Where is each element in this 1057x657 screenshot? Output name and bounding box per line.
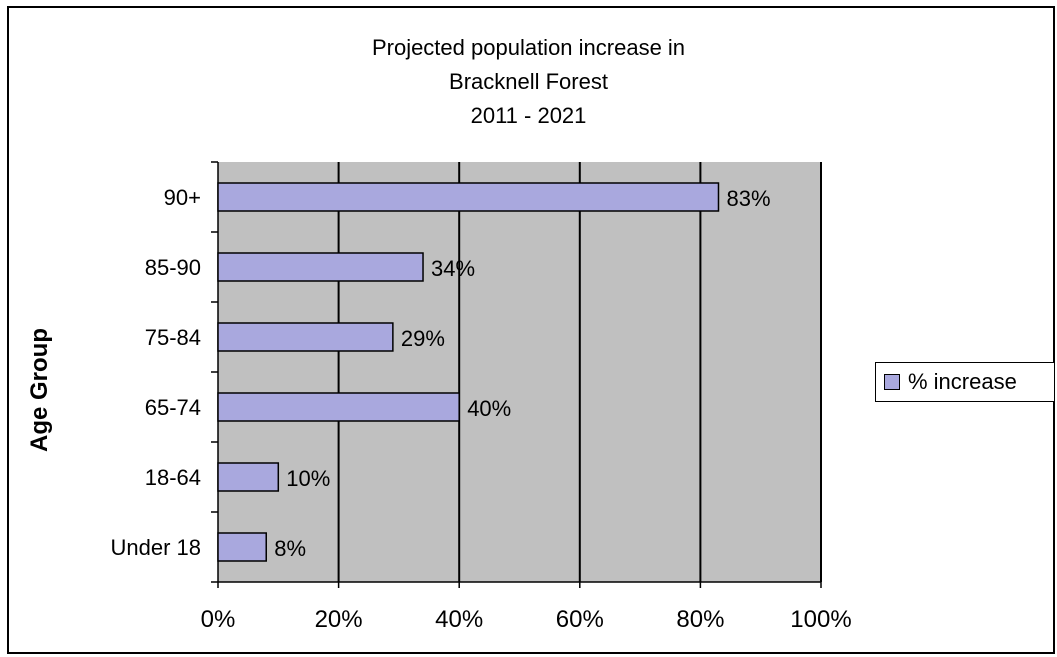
x-tick-label: 0%: [201, 606, 236, 633]
chart-title-line-1: Projected population increase in: [371, 35, 686, 60]
y-tick-label: 18-64: [145, 465, 201, 490]
data-label: 8%: [274, 536, 306, 561]
x-tick-label: 20%: [315, 606, 363, 633]
x-tick-label: 60%: [556, 606, 604, 633]
legend-swatch: [884, 374, 900, 390]
bar: [217, 182, 720, 212]
x-tick-label: 100%: [790, 606, 851, 633]
bar: [217, 392, 460, 422]
x-tick-label: 80%: [676, 606, 724, 633]
x-tick-label: 40%: [435, 606, 483, 633]
data-label: 40%: [467, 396, 511, 421]
data-label: 83%: [726, 186, 770, 211]
data-label: 34%: [431, 256, 475, 281]
y-tick-label: 90+: [164, 185, 201, 210]
bar: [217, 252, 424, 282]
legend: % increase: [875, 362, 1055, 402]
y-tick-label: Under 18: [110, 535, 201, 560]
y-tick-label: 85-90: [145, 255, 201, 280]
bar: [217, 322, 394, 352]
y-tick-label: 65-74: [145, 395, 201, 420]
data-label: 29%: [401, 326, 445, 351]
chart-title-line-2: Bracknell Forest: [449, 69, 608, 94]
bar: [217, 532, 267, 562]
chart-title-line-3: 2011 - 2021: [470, 103, 587, 128]
plot-area: [218, 162, 821, 582]
legend-label: % increase: [908, 369, 1017, 394]
data-label: 10%: [286, 466, 330, 491]
bar: [217, 462, 280, 492]
y-tick-label: 75-84: [145, 325, 201, 350]
